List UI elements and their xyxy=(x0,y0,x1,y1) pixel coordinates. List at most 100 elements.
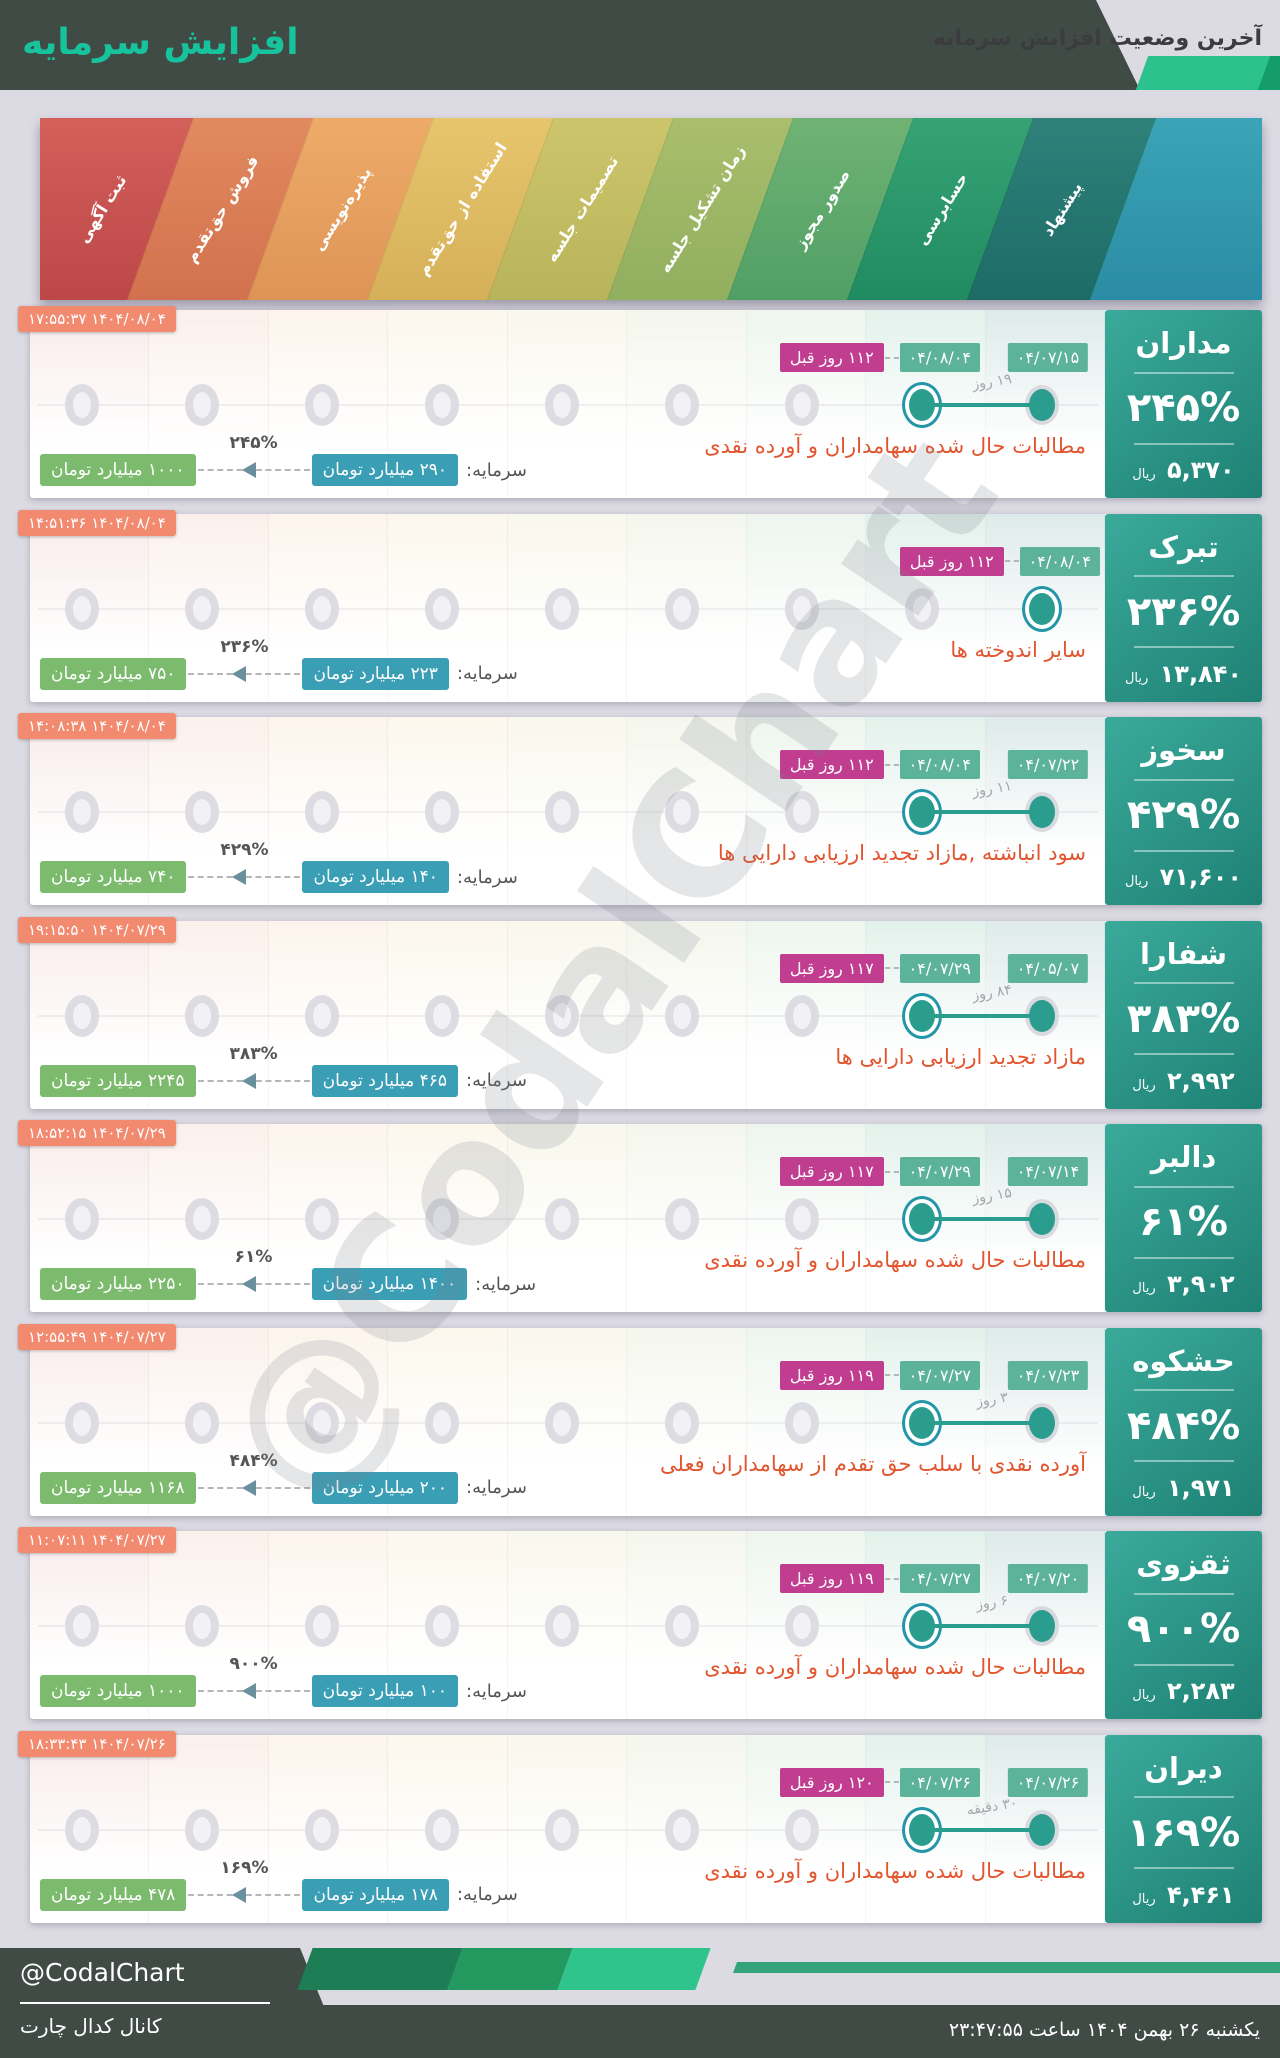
company-name: حشکوه xyxy=(1132,1343,1235,1378)
inactive-stage-dot xyxy=(665,384,699,426)
update-timestamp-badge: ۱۴۰۴/۰۸/۰۴ ۱۷:۵۵:۳۷ xyxy=(18,306,176,332)
inactive-stage-dot xyxy=(185,1198,219,1240)
share-price-unit: ریال xyxy=(1132,1891,1156,1907)
capital-line: ۱۰۰۰ میلیارد تومان ۲۴۵% ۲۹۰ میلیارد توما… xyxy=(40,433,527,486)
stage-connector-line xyxy=(922,1217,1042,1221)
increase-method-text: سایر اندوخته ها xyxy=(950,637,1086,662)
increase-percent: ۳۸۳% xyxy=(1126,995,1241,1042)
footer-green-bar xyxy=(732,1962,1280,1973)
inactive-stage-dot xyxy=(65,1401,99,1444)
stage-date-badge: ۰۴/۰۸/۰۴ xyxy=(899,343,980,372)
arrow-head-icon xyxy=(241,1276,256,1292)
inactive-stage-dot xyxy=(65,1198,99,1240)
share-price-value: ۵,۳۷۰ xyxy=(1166,456,1235,484)
inactive-stage-dot xyxy=(665,1198,699,1240)
inactive-stage-dot xyxy=(305,1198,339,1240)
stage-connector-line xyxy=(922,403,1042,407)
days-ago-badge: ۱۱۷ روز قبل xyxy=(779,1157,884,1186)
share-price: ۳,۹۰۲ ریال xyxy=(1132,1270,1234,1298)
stage-columns xyxy=(30,1734,1105,1923)
footer-divider-line xyxy=(20,2002,270,2004)
capital-line: ۱۰۰۰ میلیارد تومان ۹۰۰% ۱۰۰ میلیارد توما… xyxy=(40,1654,527,1707)
current-stage-badges: ۱۱۲ روز قبل ۰۴/۰۸/۰۴ xyxy=(779,343,980,372)
capital-label: سرمایه: xyxy=(456,866,518,888)
update-timestamp-badge: ۱۴۰۴/۰۸/۰۴ ۱۴:۰۸:۳۸ xyxy=(18,713,176,739)
stage-date-badge: ۰۴/۰۷/۲۶ xyxy=(899,1767,980,1797)
inactive-stage-dot xyxy=(785,1605,819,1647)
stage-connector-line xyxy=(922,1420,1042,1425)
badge-dash-connector xyxy=(884,967,899,969)
current-stage-badges: ۱۱۹ روز قبل ۰۴/۰۷/۲۷ xyxy=(779,1564,980,1593)
update-timestamp-badge: ۱۴۰۴/۰۷/۲۷ ۱۱:۰۷:۱۱ xyxy=(18,1527,176,1553)
increase-method-text: مطالبات حال شده سهامداران و آورده نقدی xyxy=(704,1858,1086,1883)
new-capital-badge: ۴۷۸ میلیارد تومان xyxy=(40,1878,187,1911)
increase-percent-label: ۳۸۳% xyxy=(229,1043,278,1064)
days-ago-badge: ۱۲۰ روز قبل xyxy=(779,1767,884,1797)
company-card: مداران ۲۴۵% ۵,۳۷۰ ریال xyxy=(1105,310,1262,498)
increase-percent-label: ۴۸۴% xyxy=(229,1450,278,1471)
badge-dash-connector xyxy=(884,1577,899,1580)
stage-date-badge: ۰۴/۰۷/۲۹ xyxy=(899,1157,980,1186)
arrow-head-icon xyxy=(241,1683,256,1699)
increase-arrow: ۲۴۵% xyxy=(197,433,310,485)
increase-arrow: ۹۰۰% xyxy=(197,1654,310,1706)
update-timestamp-badge: ۱۴۰۴/۰۷/۲۹ ۱۹:۱۵:۵۰ xyxy=(18,916,176,943)
capital-label: سرمایه: xyxy=(456,1884,518,1905)
company-card: سخوز ۴۲۹% ۷۱,۶۰۰ ریال xyxy=(1105,717,1262,905)
capital-line: ۷۵۰ میلیارد تومان ۲۳۶% ۲۲۳ میلیارد تومان… xyxy=(40,637,518,690)
current-stage-dot xyxy=(1022,585,1062,632)
page-subtitle: آخرین وضعیت افزایش سرمایه xyxy=(932,26,1262,51)
company-row: ۱۴۰۴/۰۸/۰۴ ۱۷:۵۵:۳۷ ۱۱۲ روز قبل ۰۴/۰۸/۰۴… xyxy=(18,306,1262,498)
increase-arrow: ۲۳۶% xyxy=(188,637,301,689)
inactive-stage-dot xyxy=(665,587,699,630)
old-capital-badge: ۲۲۳ میلیارد تومان xyxy=(302,657,449,690)
inactive-stage-dot xyxy=(305,994,339,1037)
badge-dash-connector xyxy=(884,1374,899,1376)
header-green-shape xyxy=(1135,56,1271,90)
inactive-stage-dot xyxy=(185,1808,219,1851)
current-stage-badges: ۱۱۲ روز قبل ۰۴/۰۸/۰۴ xyxy=(779,750,980,779)
share-price-value: ۱,۹۷۱ xyxy=(1166,1473,1235,1502)
company-card: شفارا ۳۸۳% ۲,۹۹۲ ریال xyxy=(1105,920,1262,1109)
card-divider xyxy=(1133,575,1234,577)
share-price: ۲,۲۸۳ ریال xyxy=(1132,1677,1234,1705)
company-row: ۱۴۰۴/۰۷/۲۹ ۱۸:۵۲:۱۵ ۱۱۷ روز قبل ۰۴/۰۷/۲۹… xyxy=(18,1120,1262,1312)
capital-label: سرمایه: xyxy=(466,1477,527,1498)
increase-arrow: ۱۶۹% xyxy=(188,1858,301,1910)
inactive-stage-dot xyxy=(425,1401,459,1444)
company-row: ۱۴۰۴/۰۸/۰۴ ۱۴:۰۸:۳۸ ۱۱۲ روز قبل ۰۴/۰۸/۰۴… xyxy=(18,713,1262,905)
old-capital-badge: ۱۷۸ میلیارد تومان xyxy=(302,1878,449,1911)
card-divider xyxy=(1133,442,1234,445)
inactive-stage-dot xyxy=(185,384,219,426)
inactive-stage-dot xyxy=(305,384,339,426)
update-timestamp-badge: ۱۴۰۴/۰۸/۰۴ ۱۴:۵۱:۳۶ xyxy=(18,509,176,536)
inactive-stage-dot xyxy=(65,791,99,833)
proposal-date-badge: ۰۴/۰۷/۱۴ xyxy=(1007,1157,1089,1186)
stage-connector-line xyxy=(922,1827,1042,1832)
capital-line: ۲۲۵۰ میلیارد تومان ۶۱% ۱۴۰۰ میلیارد توما… xyxy=(40,1247,536,1300)
increase-arrow: ۴۲۹% xyxy=(188,840,301,892)
proposal-date-badge: ۰۴/۰۷/۲۶ xyxy=(1007,1767,1089,1797)
proposal-date-badge: ۰۴/۰۷/۲۰ xyxy=(1007,1564,1089,1593)
inactive-stage-dot xyxy=(665,1605,699,1647)
footer-green-shape-medium xyxy=(447,1948,573,1990)
proposal-date-badge: ۰۴/۰۷/۲۳ xyxy=(1007,1360,1089,1390)
increase-percent-label: ۹۰۰% xyxy=(229,1654,278,1674)
increase-percent: ۴۲۹% xyxy=(1126,792,1241,838)
increase-percent-label: ۶۱% xyxy=(234,1247,273,1267)
inactive-stage-dot xyxy=(545,1401,579,1444)
stage-date-badge: ۰۴/۰۸/۰۴ xyxy=(899,750,980,779)
badge-dash-connector xyxy=(884,356,899,359)
increase-method-text: سود انباشته ,مازاد تجدید ارزیابی دارایی … xyxy=(717,841,1086,865)
inactive-stage-dot xyxy=(65,587,99,630)
inactive-stage-dot xyxy=(65,1808,99,1851)
company-card: ثقزوی ۹۰۰% ۲,۲۸۳ ریال xyxy=(1105,1531,1262,1719)
share-price: ۲,۹۹۲ ریال xyxy=(1132,1067,1234,1095)
current-stage-badges: ۱۲۰ روز قبل ۰۴/۰۷/۲۶ xyxy=(779,1767,980,1797)
card-divider xyxy=(1133,982,1234,984)
inactive-stage-dot xyxy=(425,1605,459,1647)
stage-date-badge: ۰۴/۰۷/۲۹ xyxy=(899,953,980,983)
days-ago-badge: ۱۱۲ روز قبل xyxy=(899,546,1004,576)
arrow-head-icon xyxy=(241,1072,256,1089)
increase-percent: ۲۴۵% xyxy=(1126,385,1241,431)
